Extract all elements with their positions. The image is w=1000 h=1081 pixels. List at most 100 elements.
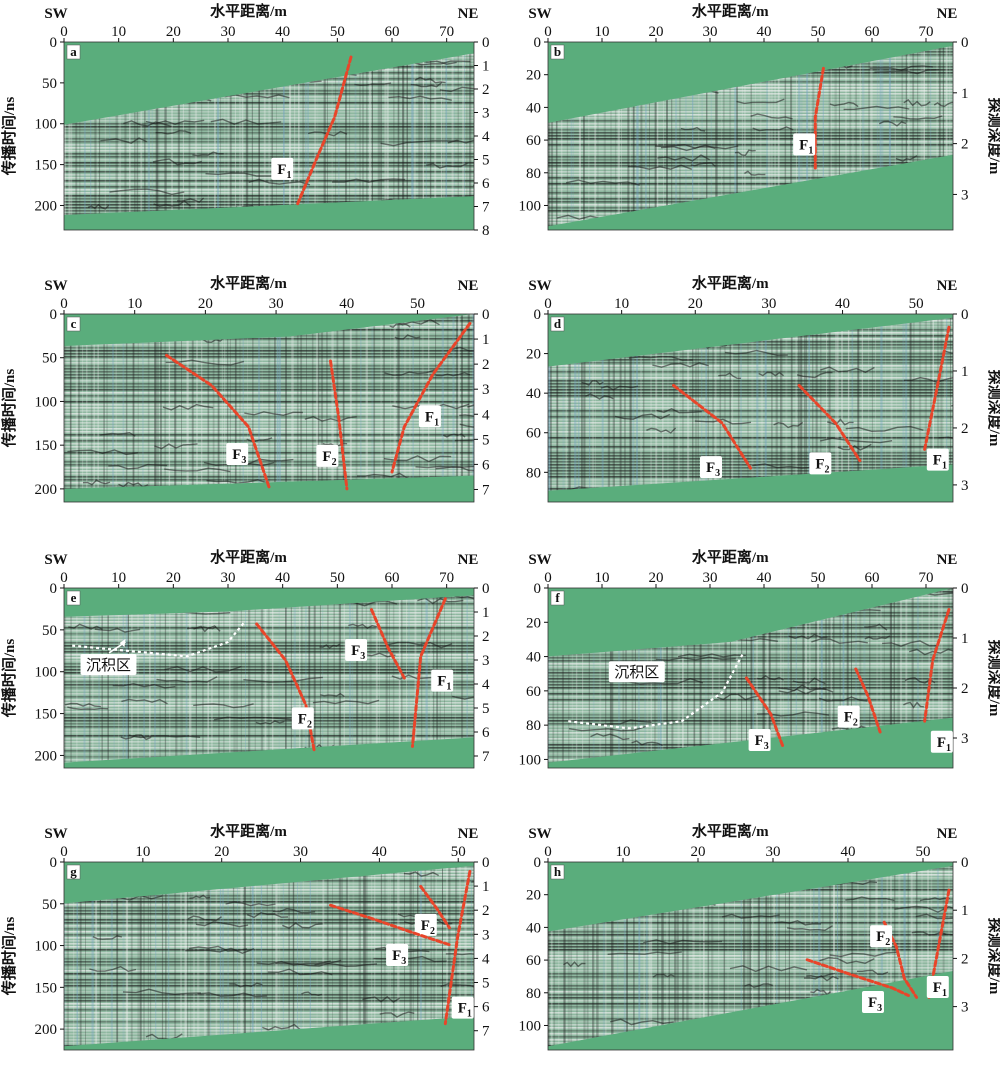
depth-tick-label: 3: [961, 731, 969, 747]
x-axis-title: 水平距离/m: [210, 822, 287, 840]
depth-tick-label: 2: [961, 421, 969, 437]
trace-stripe: [366, 314, 368, 502]
depth-tick-label: 2: [961, 951, 969, 967]
fault-label-subscript: 2: [825, 464, 830, 475]
fault-label-subscript: 1: [467, 1009, 472, 1020]
x-axis-title: 水平距离/m: [210, 2, 287, 20]
panel-letter: d: [554, 316, 562, 331]
x-tick-label: 50: [410, 296, 425, 312]
trace-stripe: [169, 314, 170, 502]
trace-stripe: [776, 314, 778, 502]
depth-tick-label: 7: [482, 200, 490, 216]
trace-stripe: [143, 588, 145, 768]
reflection-band: [64, 988, 474, 990]
trace-stripe: [245, 588, 246, 768]
depth-tick-label: 0: [961, 307, 969, 323]
trace-stripe: [383, 314, 384, 502]
reflection-band: [64, 919, 474, 921]
x-tick-label: 30: [269, 296, 284, 312]
x-tick-label: 30: [703, 24, 718, 40]
trace-stripe: [220, 862, 221, 1050]
trace-stripe: [344, 588, 345, 768]
time-tick-label: 100: [35, 117, 58, 133]
x-tick-label: 0: [544, 24, 552, 40]
trace-stripe: [780, 314, 782, 502]
reflection-band: [548, 147, 953, 149]
time-tick-label: 0: [50, 581, 58, 597]
fault-label-subscript: 3: [241, 455, 246, 466]
fault-label-subscript: 3: [360, 651, 365, 662]
time-tick-label: 80: [526, 718, 541, 734]
reflector-segment: [473, 184, 511, 188]
sediment-zone-label: 沉积区: [614, 664, 659, 681]
trace-stripe: [390, 314, 391, 502]
trace-stripe: [310, 862, 311, 1050]
trace-stripe: [374, 862, 375, 1050]
trace-stripe: [279, 314, 281, 502]
trace-stripe: [306, 314, 307, 502]
trace-stripe: [274, 314, 275, 502]
trace-stripe: [765, 314, 767, 502]
trace-stripe: [353, 862, 355, 1050]
depth-tick-label: 1: [961, 631, 969, 647]
trace-stripe: [233, 588, 235, 768]
trace-stripe: [300, 314, 302, 502]
depth-tick-label: 0: [482, 35, 490, 51]
x-tick-label: 50: [811, 570, 826, 586]
trace-stripe: [222, 862, 223, 1050]
trace-stripe: [227, 314, 228, 502]
trace-stripe: [240, 314, 241, 502]
depth-tick-label: 7: [482, 749, 490, 765]
time-tick-label: 40: [526, 100, 541, 116]
reflection-band: [64, 1003, 474, 1005]
trace-stripe: [252, 862, 254, 1050]
reflection-band: [64, 955, 474, 957]
time-tick-label: 100: [35, 665, 58, 681]
x-tick-label: 70: [439, 570, 454, 586]
trace-stripe: [237, 862, 238, 1050]
trace-stripe: [223, 588, 225, 768]
trace-stripe: [791, 314, 793, 502]
reflection-band: [548, 129, 953, 131]
trace-stripe: [381, 862, 382, 1050]
trace-stripe: [160, 314, 162, 502]
trace-stripe: [285, 314, 287, 502]
fault-label-subscript: 2: [307, 719, 312, 730]
sw-label: SW: [44, 6, 67, 22]
time-tick-label: 50: [42, 623, 57, 639]
sw-label: SW: [44, 278, 67, 294]
x-tick-label: 30: [293, 844, 308, 860]
depth-tick-label: 2: [482, 629, 490, 645]
trace-stripe: [210, 862, 211, 1050]
trace-stripe: [442, 314, 444, 502]
reflection-band: [64, 907, 474, 909]
x-tick-label: 20: [214, 844, 229, 860]
trace-stripe: [154, 588, 156, 768]
trace-stripe: [301, 588, 302, 768]
time-tick-label: 60: [526, 684, 541, 700]
x-tick-label: 20: [649, 24, 664, 40]
x-tick-label: 70: [919, 570, 934, 586]
depth-tick-label: 6: [482, 457, 490, 473]
trace-stripe: [267, 862, 268, 1050]
depth-tick-label: 7: [482, 1024, 490, 1040]
depth-tick-label: 1: [482, 879, 490, 895]
panel-letter: e: [71, 590, 77, 605]
x-tick-label: 40: [372, 844, 387, 860]
sediment-zone-label: 沉积区: [86, 657, 131, 674]
trace-stripe: [268, 314, 270, 502]
trace-stripe: [131, 588, 132, 768]
trace-stripe: [272, 588, 274, 768]
trace-stripe: [240, 862, 242, 1050]
trace-stripe: [138, 588, 139, 768]
depth-tick-label: 3: [961, 478, 969, 494]
trace-stripe: [303, 862, 304, 1050]
depth-tick-label: 3: [482, 382, 490, 398]
trace-stripe: [157, 314, 159, 502]
fault-label-subscript: 1: [286, 170, 291, 181]
trace-stripe: [384, 862, 386, 1050]
